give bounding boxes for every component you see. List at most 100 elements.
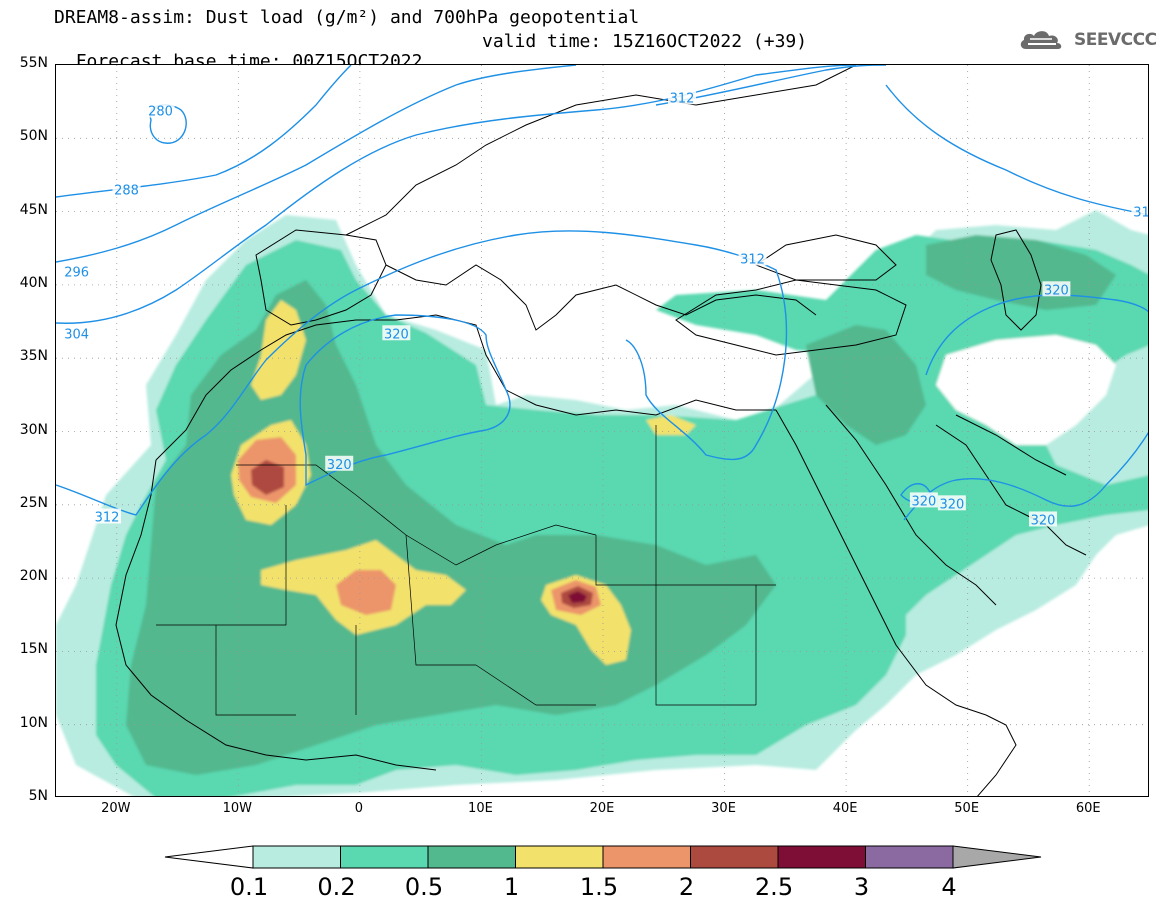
contour-label-bg	[1042, 281, 1071, 297]
contour-label: 296	[64, 266, 89, 281]
coastline-black-sea	[754, 234, 897, 281]
lon-tick-label: 10W	[222, 801, 253, 816]
colorbar-swatch	[865, 845, 954, 869]
contour-label-bg	[738, 250, 767, 266]
lat-tick-label: 45N	[19, 201, 48, 218]
coastline-horn	[977, 714, 1017, 796]
contour-label-bg	[1131, 203, 1148, 219]
contour-296	[56, 65, 577, 263]
dust-area-2.5-chad	[568, 591, 587, 603]
contour-304	[56, 65, 857, 324]
contour-label-bg	[112, 181, 141, 197]
geopotential-contours	[56, 65, 1148, 521]
contour-label-bg	[146, 102, 175, 118]
coastline-iberia	[255, 229, 387, 326]
contour-label-bg	[937, 495, 966, 511]
contour-label-bg	[62, 325, 91, 341]
lon-tick-label: 20E	[589, 801, 615, 816]
dust-clear-arabia	[936, 335, 1116, 445]
dust-area-2.0	[251, 460, 284, 495]
contour-label-bg	[62, 263, 91, 279]
lat-tick-label: 10N	[19, 714, 48, 731]
contour-label: 320	[939, 497, 964, 512]
colorbar-label: 0.5	[404, 873, 444, 901]
contour-label: 280	[148, 104, 173, 119]
colorbar-swatch	[602, 845, 691, 869]
contour-label: 320	[1031, 513, 1056, 528]
contour-label: 320	[327, 458, 352, 473]
contour-label: 312	[740, 253, 765, 268]
contour-312-south	[56, 230, 788, 516]
lat-tick-label: 25N	[19, 494, 48, 511]
lon-tick-label: 30E	[711, 801, 736, 816]
dust-area-0.5-east	[806, 325, 926, 445]
contour-label-bg	[909, 492, 938, 508]
contour-label-bg	[325, 455, 354, 471]
contour-label: 312	[670, 91, 695, 106]
contour-label: 320	[384, 327, 409, 342]
logo-text: SEEVCCC	[1074, 30, 1157, 50]
contour-label-bg	[668, 89, 697, 105]
colorbar-swatch	[427, 845, 516, 869]
lon-tick-label: 50E	[954, 801, 980, 816]
colorbar-swatch	[777, 845, 866, 869]
coastline-caspian	[990, 229, 1042, 331]
coastlines-borders	[115, 65, 1087, 796]
contour-label: 304	[64, 327, 89, 342]
coastline-red-sea	[775, 404, 997, 716]
coastline-europe	[345, 65, 857, 331]
colorbar-label: 2	[678, 873, 695, 901]
contour-label: 320	[911, 494, 936, 509]
contour-label-bg	[382, 325, 411, 341]
dust-area-1.5-sahara	[336, 570, 396, 615]
lon-tick-label: 0	[354, 801, 364, 816]
contour-320	[299, 294, 1148, 521]
dust-area-1.0-egypt	[646, 415, 696, 435]
colorbar-swatches	[164, 845, 1042, 869]
colorbar-label: 0.1	[229, 873, 269, 901]
contour-312-north	[655, 65, 1148, 216]
lat-tick-label: 35N	[19, 348, 48, 365]
colorbar-label: 1	[503, 873, 520, 901]
colorbar-label: 1.5	[579, 873, 619, 901]
coastline-africa-west	[115, 459, 437, 771]
colorbar-label: 3	[853, 873, 870, 901]
cloud-logo-icon	[1020, 31, 1062, 49]
map-title: DREAM8-assim: Dust load (g/m²) and 700hP…	[54, 7, 640, 28]
contour-288	[56, 65, 352, 198]
contour-label: 288	[114, 184, 139, 199]
seevccc-logo: SEEVCCC	[1018, 26, 1157, 54]
contour-label-bg	[1029, 511, 1058, 527]
colorbar-swatch	[252, 845, 341, 869]
contour-label: 31	[1133, 206, 1149, 221]
lon-tick-label: 20W	[101, 801, 131, 816]
coastline-persian-gulf	[935, 414, 1087, 556]
country-borders	[156, 425, 776, 716]
lat-tick-label: 15N	[19, 641, 48, 658]
lat-tick-label: 30N	[19, 421, 48, 438]
colorbar-swatch	[340, 845, 429, 869]
contour-label-bg	[93, 508, 122, 524]
lat-tick-label: 20N	[19, 568, 48, 585]
contour-label: 320	[1044, 283, 1069, 298]
graticule	[56, 65, 1148, 796]
lon-tick-label: 40E	[832, 801, 858, 816]
lon-tick-label: 60E	[1075, 801, 1101, 816]
coastline-turkey	[675, 279, 907, 356]
contour-label: 312	[95, 511, 120, 526]
lat-tick-label: 5N	[28, 788, 48, 804]
colorbar-swatch	[515, 845, 604, 869]
lat-tick-label: 40N	[19, 274, 48, 291]
colorbar-label: 4	[941, 873, 957, 901]
dust-load-map: 280 288 296 304 312 312 312 320 320 320 320 320 320 3…	[55, 64, 1149, 797]
valid-time: valid time: 15Z16OCT2022 (+39)	[482, 31, 808, 52]
colorbar-label: 2.5	[754, 873, 794, 901]
dust-clear-mediterranean	[486, 330, 686, 365]
colorbar-label: 0.2	[317, 873, 356, 901]
lat-tick-label: 50N	[19, 128, 48, 145]
lon-tick-label: 10E	[468, 801, 493, 816]
lat-tick-label: 55N	[19, 55, 48, 71]
colorbar-min-arrow	[164, 845, 254, 869]
colorbar-swatch	[690, 845, 779, 869]
